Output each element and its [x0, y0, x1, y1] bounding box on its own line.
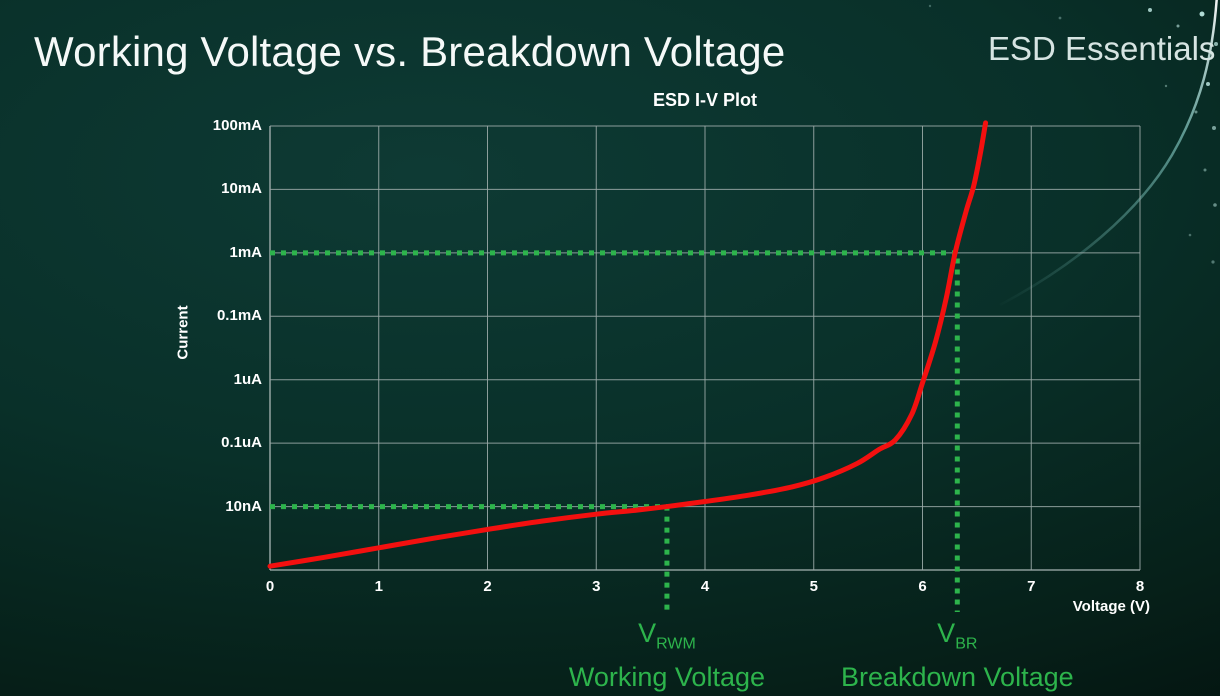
x-tick-label: 1: [374, 578, 383, 595]
chart-title: ESD I-V Plot: [652, 90, 757, 110]
annotation-rwm: VRWM Working Voltage: [497, 618, 837, 692]
annotation-symbol: VBR: [937, 618, 978, 653]
y-tick-label: 1uA: [233, 370, 262, 388]
x-tick-label: 5: [809, 578, 818, 595]
x-tick-label: 8: [1135, 578, 1145, 595]
x-tick-label: 2: [483, 578, 492, 595]
y-tick-label: 0.1uA: [221, 434, 262, 452]
annotation-br: VBR Breakdown Voltage: [787, 618, 1127, 692]
y-tick-label: 1mA: [229, 243, 262, 261]
annotation-caption: Working Voltage: [568, 662, 765, 693]
brand-logo: ESD Essentials: [988, 30, 1216, 67]
y-tick-label: 100mA: [212, 117, 262, 134]
x-tick-label: 3: [592, 578, 601, 595]
slide-title: Working Voltage vs. Breakdown Voltage: [34, 28, 786, 75]
iv-curve: [267, 120, 989, 569]
marker-dotted-line-br: [270, 250, 960, 612]
x-tick-label: 0: [265, 578, 275, 595]
y-tick-label: 10mA: [221, 180, 262, 198]
marker-dotted-line-rwm: [270, 504, 670, 612]
x-tick-label: 4: [700, 578, 710, 595]
x-axis-label: Voltage (V): [1072, 598, 1150, 615]
x-tick-label: 6: [918, 578, 927, 595]
y-tick-label: 0.1mA: [216, 307, 262, 325]
x-tick-label: 7: [1027, 578, 1036, 595]
y-tick-label: 10nA: [225, 497, 262, 515]
annotation-caption: Breakdown Voltage: [840, 662, 1074, 693]
annotation-symbol: VRWM: [638, 618, 696, 653]
